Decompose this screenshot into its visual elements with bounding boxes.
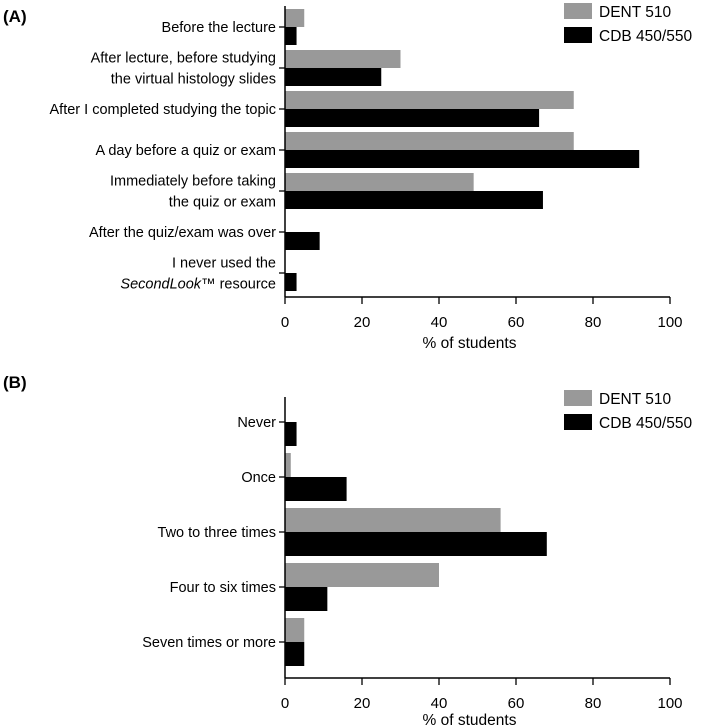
legend-label: DENT 510	[599, 4, 671, 21]
bar-cdb-450-550	[285, 27, 297, 45]
chart-panel-b: (B) Never Once Two to three times Four to si…	[3, 373, 692, 728]
category-label: I never used the SecondLook™ resource	[120, 256, 276, 293]
category-label: Immediately before taking the quiz or exa…	[110, 174, 276, 211]
legend-swatch	[564, 414, 592, 430]
x-tick-label: 0	[281, 314, 289, 331]
category-label-line: Immediately before taking	[110, 174, 276, 190]
category-label-italic: SecondLook	[120, 277, 201, 293]
category-label-line: Once	[241, 470, 276, 486]
x-tick-label: 80	[585, 695, 602, 712]
legend: DENT 510 CDB 450/550	[564, 390, 692, 432]
category-label: Never	[237, 415, 276, 431]
bar-dent-510	[285, 9, 305, 27]
category-label-line: the quiz or exam	[169, 195, 276, 211]
bar-dent-510	[285, 173, 474, 191]
legend-label: CDB 450/550	[599, 415, 692, 432]
category-label-line: Before the lecture	[162, 20, 276, 36]
category-label-rest: ™ resource	[201, 277, 276, 293]
category-label-line: After the quiz/exam was over	[89, 225, 276, 241]
legend-swatch	[564, 3, 592, 19]
x-tick-label: 20	[354, 314, 371, 331]
bar-cdb-450-550	[285, 109, 540, 127]
panel-label: (A)	[3, 7, 27, 26]
category-label: Before the lecture	[162, 20, 276, 36]
x-axis-title: % of students	[423, 335, 517, 352]
category-label-line: SecondLook™ resource	[120, 277, 276, 293]
bar-cdb-450-550	[285, 642, 305, 666]
x-tick-label: 40	[431, 695, 448, 712]
bar-dent-510	[285, 50, 401, 68]
category-label-line: Two to three times	[158, 525, 276, 541]
category-label: Two to three times	[158, 525, 276, 541]
x-tick-label: 60	[508, 314, 525, 331]
category-label: After the quiz/exam was over	[89, 225, 276, 241]
x-tick-label: 40	[431, 314, 448, 331]
x-tick-label: 20	[354, 695, 371, 712]
legend: DENT 510 CDB 450/550	[564, 3, 692, 45]
x-tick-label: 100	[657, 695, 682, 712]
x-axis-title: % of students	[423, 712, 517, 728]
category-label-line: I never used the	[172, 256, 276, 272]
x-tick-label: 100	[657, 314, 682, 331]
chart-panel-a: (A) Before the lecture After lecture, befo…	[3, 3, 692, 352]
category-label: Once	[241, 470, 276, 486]
legend-label: DENT 510	[599, 391, 671, 408]
bar-cdb-450-550	[285, 587, 328, 611]
category-label-line: A day before a quiz or exam	[95, 143, 276, 159]
bar-cdb-450-550	[285, 191, 543, 209]
category-label: A day before a quiz or exam	[95, 143, 276, 159]
category-label-line: Four to six times	[170, 580, 276, 596]
bar-dent-510	[285, 618, 305, 642]
x-tick-label: 80	[585, 314, 602, 331]
category-label-line: Never	[237, 415, 276, 431]
bar-cdb-450-550	[285, 422, 297, 446]
category-label: After I completed studying the topic	[50, 102, 277, 118]
x-tick-label: 0	[281, 695, 289, 712]
bar-cdb-450-550	[285, 477, 347, 501]
category-label: Four to six times	[170, 580, 276, 596]
panel-label: (B)	[3, 373, 27, 392]
bar-dent-510	[285, 563, 439, 587]
category-label-line: Seven times or more	[142, 635, 276, 651]
legend-label: CDB 450/550	[599, 28, 692, 45]
bar-dent-510	[285, 91, 574, 109]
category-label-line: After I completed studying the topic	[50, 102, 277, 118]
x-tick-label: 60	[508, 695, 525, 712]
legend-swatch	[564, 27, 592, 43]
bar-cdb-450-550	[285, 232, 320, 250]
bar-dent-510	[285, 508, 501, 532]
bar-cdb-450-550	[285, 273, 297, 291]
bar-cdb-450-550	[285, 68, 382, 86]
bar-cdb-450-550	[285, 532, 547, 556]
category-label: After lecture, before studying the virtua…	[91, 51, 276, 88]
category-label-line: After lecture, before studying	[91, 51, 276, 67]
bar-dent-510	[285, 453, 291, 477]
category-label-line: the virtual histology slides	[111, 72, 276, 88]
category-label: Seven times or more	[142, 635, 276, 651]
bar-dent-510	[285, 132, 574, 150]
bar-cdb-450-550	[285, 150, 640, 168]
legend-swatch	[564, 390, 592, 406]
